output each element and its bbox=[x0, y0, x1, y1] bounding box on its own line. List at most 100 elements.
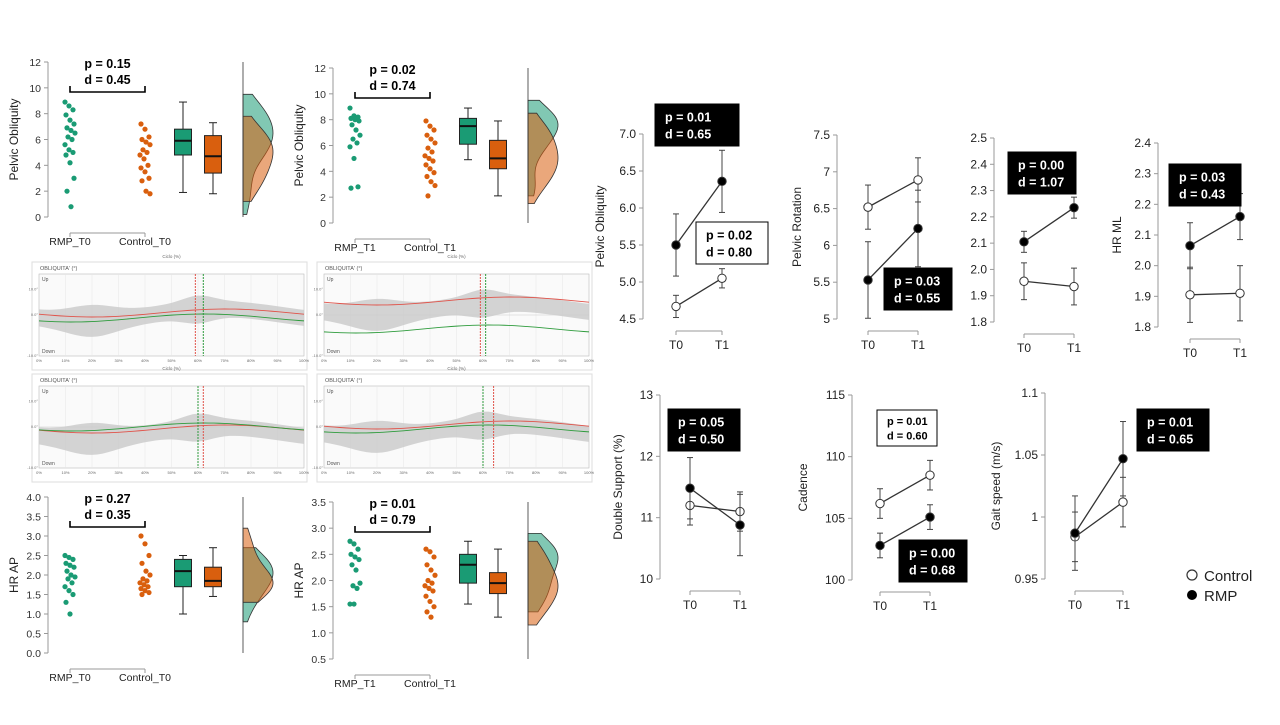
rmp-data-point bbox=[68, 127, 74, 134]
rmp-data-point bbox=[67, 117, 73, 123]
rmp-data-point bbox=[351, 541, 357, 547]
x-tick-label: T1 bbox=[1116, 598, 1130, 612]
interaction-panel-4: 1.8 1.9 2.0 2.1 2.2 2.3 2.4 HR ML T0 T1 p = 0.03 d … bbox=[1110, 136, 1247, 360]
control-data-point bbox=[140, 147, 146, 153]
control-data-point bbox=[425, 193, 431, 199]
control-data-point bbox=[147, 191, 153, 197]
control-data-point bbox=[138, 533, 144, 539]
significance-bracket bbox=[354, 92, 431, 99]
gait-header: OBLIQUITA' (°) bbox=[40, 378, 78, 384]
rmp-data-point bbox=[66, 103, 72, 109]
stats-p-value: p = 0.03 bbox=[1179, 171, 1225, 185]
rmp-data-point bbox=[71, 564, 77, 570]
rmp-data-point bbox=[66, 554, 72, 561]
control-data-point bbox=[142, 588, 148, 594]
y-tick-label: 6 bbox=[823, 238, 830, 252]
control-point bbox=[913, 175, 923, 185]
y-tick-label: 4.5 bbox=[619, 312, 636, 326]
control-point bbox=[1069, 281, 1079, 292]
gait-up-label: Up bbox=[327, 277, 334, 283]
gait-y-label: 0.0° bbox=[316, 424, 324, 429]
y-tick-label: 0 bbox=[320, 218, 326, 230]
gait-x-tick: 30% bbox=[399, 358, 407, 363]
y-tick-label: 10 bbox=[640, 572, 654, 586]
gait-x-tick: 100% bbox=[584, 470, 595, 475]
legend-control-marker bbox=[1186, 569, 1198, 581]
y-axis-label: HR ML bbox=[1110, 216, 1124, 254]
y-tick-label: 1.05 bbox=[1015, 448, 1039, 462]
control-box bbox=[204, 566, 222, 588]
gait-y-label: -10.0° bbox=[27, 353, 38, 358]
y-tick-label: 0.0 bbox=[26, 648, 41, 660]
control-line bbox=[879, 474, 931, 505]
stats-p-value: p = 0.00 bbox=[1018, 159, 1064, 173]
rmp-line bbox=[689, 487, 741, 526]
rmp-data-point bbox=[67, 160, 73, 166]
rmp-data-point bbox=[69, 580, 75, 586]
rmp-data-point bbox=[66, 588, 72, 594]
control-data-point bbox=[145, 584, 151, 590]
p-value-label: p = 0.15 bbox=[84, 57, 130, 71]
stats-effect-size: d = 0.43 bbox=[1179, 187, 1225, 201]
gait-panel-3: OBLIQUITA' (°) Up Down 10.0° 0.0° -10.0°0% 10%… bbox=[27, 366, 310, 483]
rmp-data-point bbox=[64, 568, 70, 574]
gait-x-tick: 70% bbox=[220, 358, 228, 363]
control-data-point bbox=[432, 140, 438, 146]
rmp-line bbox=[1189, 216, 1241, 247]
y-tick-label: 1.0 bbox=[311, 628, 326, 640]
x-tick-label: T1 bbox=[1067, 341, 1081, 355]
gait-down-label: Down bbox=[327, 461, 340, 467]
effect-size-label: d = 0.45 bbox=[84, 73, 130, 87]
y-axis-label: Cadence bbox=[796, 463, 810, 511]
control-line bbox=[867, 179, 919, 208]
stats-effect-size: d = 0.65 bbox=[665, 127, 711, 141]
gait-panel-4: OBLIQUITA' (°) Up Down 10.0° 0.0° -10.0°0% 10%… bbox=[312, 366, 595, 483]
y-tick-label: 2.0 bbox=[970, 262, 987, 276]
gait-curve-red bbox=[38, 308, 305, 318]
control-point bbox=[671, 301, 681, 312]
stats-box bbox=[695, 221, 769, 265]
rmp-data-point bbox=[70, 149, 76, 156]
rmp-data-point bbox=[348, 185, 354, 191]
y-tick-label: 2.3 bbox=[970, 184, 987, 198]
control-data-point bbox=[143, 139, 149, 145]
y-tick-label: 7 bbox=[823, 165, 830, 179]
control-data-point bbox=[429, 149, 435, 155]
gait-normative-band bbox=[324, 411, 589, 453]
gait-x-tick: 40% bbox=[141, 470, 149, 475]
gait-y-label: 10.0° bbox=[314, 286, 324, 291]
control-point bbox=[1019, 276, 1029, 286]
rmp-data-point bbox=[353, 567, 359, 573]
stats-box bbox=[898, 539, 968, 583]
stats-box bbox=[883, 267, 953, 311]
control-data-point bbox=[423, 593, 429, 599]
gait-x-tick: 40% bbox=[141, 358, 149, 363]
legend-control-label: Control bbox=[1204, 568, 1252, 585]
y-tick-label: 1.8 bbox=[1134, 320, 1151, 334]
rmp-data-point bbox=[68, 572, 74, 578]
stats-effect-size: d = 0.55 bbox=[894, 291, 940, 305]
control-data-point bbox=[145, 162, 151, 168]
control-data-point bbox=[423, 118, 429, 124]
rmp-data-point bbox=[65, 134, 71, 140]
rmp-data-point bbox=[67, 562, 73, 568]
gait-x-tick: 40% bbox=[426, 470, 434, 475]
y-tick-label: 4 bbox=[320, 166, 326, 178]
gait-down-label: Down bbox=[42, 349, 55, 355]
gait-x-tick: 20% bbox=[373, 358, 381, 363]
rmp-point bbox=[863, 275, 873, 285]
control-data-point bbox=[431, 604, 437, 610]
stats-p-value: p = 0.05 bbox=[678, 416, 724, 430]
rmp-data-point bbox=[68, 204, 74, 210]
gait-up-label: Up bbox=[327, 389, 334, 395]
control-data-point bbox=[142, 169, 148, 175]
gait-x-label: Ciclo (%) bbox=[162, 366, 181, 371]
control-point bbox=[875, 498, 885, 509]
control-data-point bbox=[142, 126, 148, 132]
rmp-point bbox=[925, 512, 935, 522]
effect-size-label: d = 0.74 bbox=[369, 79, 415, 93]
y-tick-label: 5.5 bbox=[619, 238, 636, 252]
control-data-point bbox=[139, 178, 145, 184]
control-density bbox=[527, 112, 559, 205]
rmp-data-point bbox=[355, 546, 361, 552]
